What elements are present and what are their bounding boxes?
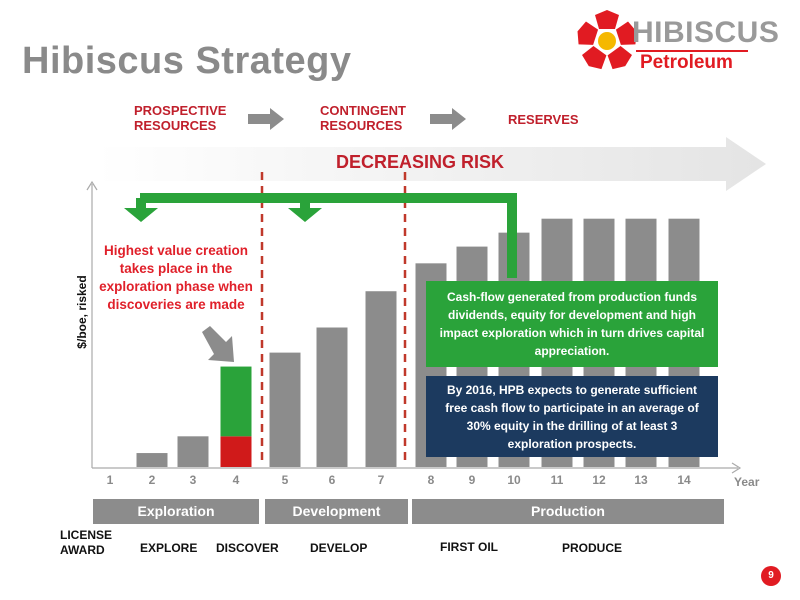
bar <box>177 436 209 467</box>
stage-reserves: RESERVES <box>508 112 579 127</box>
milestone-discover: DISCOVER <box>216 541 279 555</box>
phase-development: Development <box>265 499 408 524</box>
bar <box>269 352 301 467</box>
x-tick-label: 8 <box>428 473 435 487</box>
x-tick-label: 10 <box>507 473 521 487</box>
x-tick-label: 14 <box>677 473 691 487</box>
page-number: 9 <box>761 566 781 586</box>
x-tick-label: 1 <box>107 473 114 487</box>
plan-note: By 2016, HPB expects to generate suffici… <box>445 382 699 451</box>
bar <box>316 327 348 467</box>
logo-petal <box>607 46 632 70</box>
arrow-right-icon <box>248 108 284 130</box>
y-axis-label: $/boe, risked <box>75 275 89 348</box>
bar-segment-red <box>220 436 252 467</box>
cashflow-note: Cash-flow generated from production fund… <box>439 290 705 358</box>
logo-petal <box>577 21 599 45</box>
logo-wordmark: Hibiscus <box>632 16 780 49</box>
x-tick-label: 6 <box>329 473 336 487</box>
logo-petal <box>595 10 619 29</box>
logo-center <box>598 32 616 50</box>
x-tick-label: 7 <box>378 473 385 487</box>
logo-underline <box>636 50 748 52</box>
decreasing-risk-label: DECREASING RISK <box>335 152 505 172</box>
cashflow-note-box: Cash-flow generated from production fund… <box>426 281 718 367</box>
x-tick-label: 3 <box>190 473 197 487</box>
x-tick-label: 13 <box>634 473 648 487</box>
milestone-produce: PRODUCE <box>562 541 623 555</box>
logo-petal <box>582 46 607 70</box>
stage-prospective: PROSPECTIVE RESOURCES <box>134 103 227 133</box>
phase-exploration: Exploration <box>93 499 259 524</box>
decreasing-risk-arrow-icon <box>96 137 766 191</box>
x-axis-label: Year <box>734 475 760 489</box>
x-tick-label: 4 <box>233 473 240 487</box>
bar <box>365 291 397 467</box>
milestone-explore: EXPLORE <box>140 541 198 555</box>
bar-segment-green <box>220 366 252 437</box>
milestone-first-oil: FIRST OIL <box>440 540 498 554</box>
annotation-pointer-icon <box>202 326 234 362</box>
logo-subtitle: Petroleum <box>640 52 733 73</box>
x-tick-label: 2 <box>149 473 156 487</box>
arrow-right-icon <box>430 108 466 130</box>
phase-production: Production <box>412 499 724 524</box>
milestone-license-award: LICENSE AWARD <box>60 528 113 557</box>
cashflow-return-arrow-icon <box>124 193 517 278</box>
x-tick-label: 12 <box>592 473 606 487</box>
plan-note-box: By 2016, HPB expects to generate suffici… <box>426 376 718 457</box>
milestone-develop: DEVELOP <box>310 541 368 555</box>
x-tick-label: 9 <box>469 473 476 487</box>
x-tick-label: 11 <box>551 473 564 487</box>
x-axis-arrowhead <box>731 462 742 474</box>
y-axis-arrowhead <box>86 180 98 191</box>
x-tick-label: 5 <box>282 473 289 487</box>
page-title: Hibiscus Strategy <box>22 40 352 82</box>
hibiscus-logo-icon <box>577 10 637 70</box>
logo-petal <box>615 21 637 45</box>
bar <box>136 453 168 467</box>
exploration-value-note: Highest value creation takes place in th… <box>99 243 253 312</box>
stage-contingent: CONTINGENT RESOURCES <box>320 103 406 133</box>
